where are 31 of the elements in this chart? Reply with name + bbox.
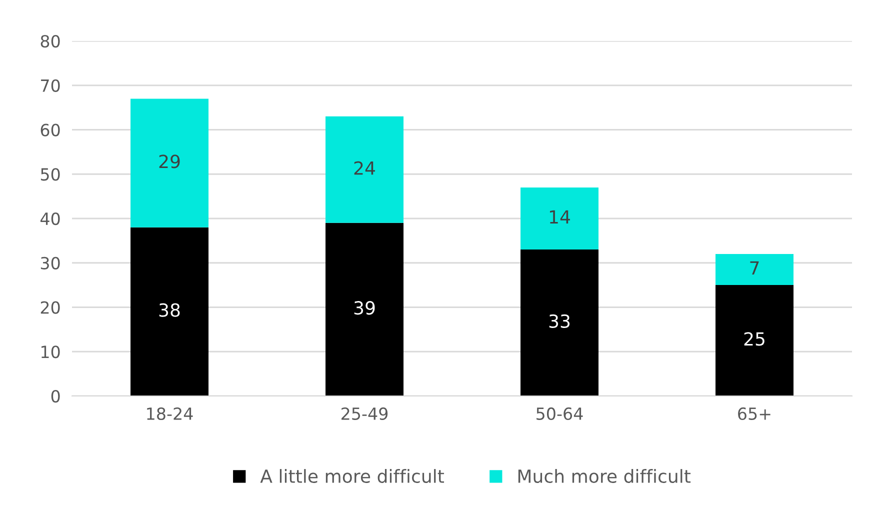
data-label: 25 bbox=[744, 332, 764, 346]
x-tick-label: 50-64 bbox=[536, 407, 583, 420]
bar bbox=[520, 187, 598, 250]
legend-label: Much more difficult bbox=[518, 469, 691, 484]
data-label: 14 bbox=[550, 210, 570, 224]
bar bbox=[130, 98, 208, 228]
y-tick-label: 30 bbox=[40, 256, 60, 270]
y-tick-label: 60 bbox=[40, 124, 60, 136]
y-tick-label: 20 bbox=[40, 301, 60, 314]
y-tick-label: 50 bbox=[40, 168, 60, 181]
x-tick-label: 25-49 bbox=[342, 407, 388, 420]
bar bbox=[326, 222, 404, 396]
bar bbox=[716, 285, 794, 396]
y-tick-label: 0 bbox=[51, 390, 60, 403]
bar bbox=[326, 116, 404, 223]
data-label: 38 bbox=[159, 303, 180, 317]
legend-label: A little more difficult bbox=[260, 469, 444, 484]
bar bbox=[520, 250, 598, 396]
data-label: 7 bbox=[750, 261, 759, 275]
bar bbox=[716, 254, 794, 286]
x-tick-label: 65+ bbox=[738, 407, 770, 420]
y-tick-label: 40 bbox=[40, 212, 60, 226]
data-label: 24 bbox=[354, 161, 375, 175]
y-tick-label: 70 bbox=[41, 79, 60, 92]
x-tick-label: 18-24 bbox=[147, 407, 193, 420]
data-label: 33 bbox=[549, 314, 570, 328]
y-tick-label: 80 bbox=[40, 34, 60, 48]
y-tick-label: 10 bbox=[42, 346, 60, 358]
bar bbox=[130, 227, 208, 396]
data-label: 29 bbox=[159, 154, 180, 168]
data-label: 39 bbox=[354, 301, 375, 315]
